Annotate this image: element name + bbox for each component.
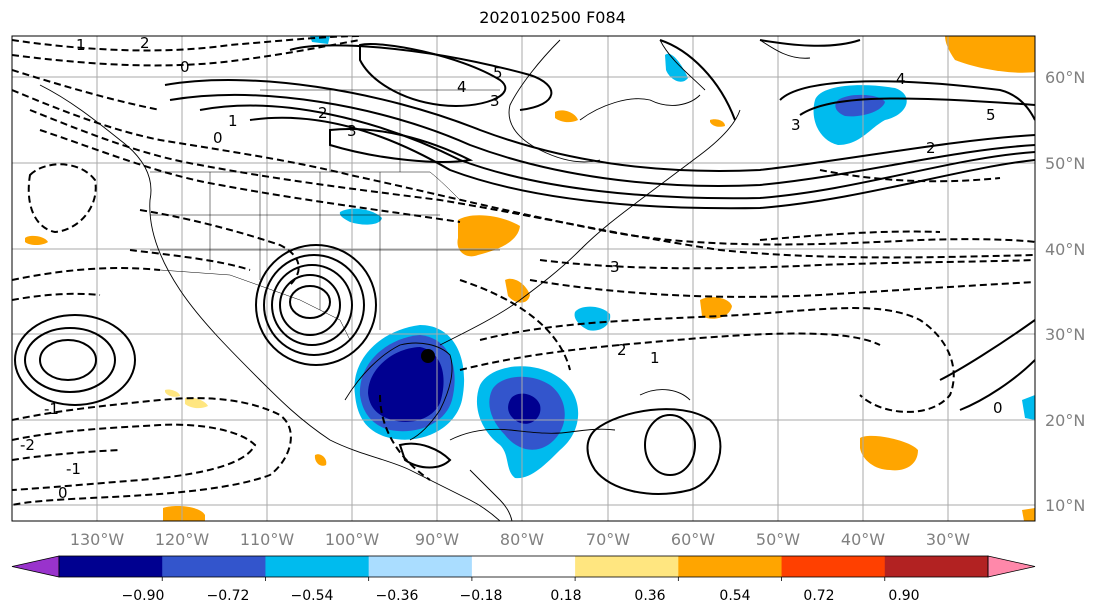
colorbar-segment [575, 556, 679, 577]
contour-label: 1 [228, 112, 238, 130]
contour-label: 0 [213, 129, 223, 147]
colorbar-extend-low [11, 555, 60, 578]
colorbar [11, 555, 1036, 581]
colorbar-tick-label: −0.72 [207, 588, 250, 604]
lon-label: 50°W [756, 530, 800, 549]
colorbar-segment [884, 556, 989, 577]
lat-label: 10°N [1045, 496, 1085, 515]
colorbar-tick-label: 0.36 [634, 588, 665, 604]
lat-label: 20°N [1045, 411, 1085, 430]
graticule [12, 36, 1035, 521]
contour-label: -1 [66, 460, 81, 478]
lat-label: 50°N [1045, 154, 1085, 173]
colorbar-tick-label: 0.90 [888, 588, 919, 604]
colorbar-labels: −0.90 −0.72 −0.54 −0.36 −0.18 0.18 0.36 … [122, 588, 920, 604]
colorbar-segment [678, 556, 783, 577]
lon-label: 40°W [841, 530, 885, 549]
contour-label: 0 [58, 484, 68, 502]
contour-labels: 0 1 2 3 4 5 3 2 1 0 -1 0 2 3 0 1 2 -1 -2… [20, 34, 1003, 502]
colorbar-segment [368, 556, 473, 577]
colorbar-tick-label: −0.54 [291, 588, 334, 604]
lat-label: 30°N [1045, 325, 1085, 344]
contour-label: 2 [617, 341, 627, 359]
colorbar-segment [781, 556, 886, 577]
colorbar-segment [265, 556, 370, 577]
contour-label: 3 [791, 116, 801, 134]
lon-label: 30°W [926, 530, 970, 549]
lon-label: 110°W [240, 530, 295, 549]
colorbar-extend-high [987, 555, 1036, 578]
lon-label: 100°W [325, 530, 380, 549]
lon-label: 130°W [70, 530, 125, 549]
latitude-labels: 60°N 50°N 40°N 30°N 20°N 10°N [1045, 68, 1085, 515]
map-title: 2020102500 F084 [479, 8, 626, 27]
contour-label: 5 [986, 106, 996, 124]
contour-label: 2 [926, 139, 936, 157]
contour-label: 4 [457, 78, 467, 96]
colorbar-tick-label: 0.54 [719, 588, 750, 604]
solid-contours [14, 39, 1035, 495]
colorbar-tick-label: −0.18 [460, 588, 503, 604]
contour-label: 1 [650, 349, 660, 367]
longitude-labels: 130°W 120°W 110°W 100°W 90°W 80°W 70°W 6… [70, 530, 970, 549]
borders [150, 89, 500, 341]
map-panel: 0 1 2 3 4 5 3 2 1 0 -1 0 2 3 0 1 2 -1 -2… [12, 34, 1035, 521]
lon-label: 60°W [671, 530, 715, 549]
contour-label: 2 [318, 104, 328, 122]
colorbar-segment [59, 556, 163, 577]
contour-label: 3 [347, 122, 357, 140]
contour-label: -2 [20, 436, 35, 454]
dashed-contours [12, 36, 1035, 506]
contour-label: 2 [140, 34, 150, 52]
contour-label: 3 [490, 92, 500, 110]
lon-label: 90°W [415, 530, 459, 549]
coastlines [39, 39, 811, 521]
colorbar-tick-label: 0.72 [803, 588, 834, 604]
colorbar-tick-label: 0.18 [550, 588, 581, 604]
colorbar-segment [162, 556, 266, 577]
lon-label: 80°W [500, 530, 544, 549]
colorbar-tick-label: −0.90 [122, 588, 165, 604]
lon-label: 70°W [586, 530, 630, 549]
contour-label: 0 [180, 58, 190, 76]
colorbar-frame [58, 555, 989, 578]
contour-label: 3 [610, 258, 620, 276]
contour-label: 4 [896, 70, 906, 88]
lat-label: 40°N [1045, 240, 1085, 259]
colorbar-segment [471, 556, 576, 577]
lat-label: 60°N [1045, 68, 1085, 87]
contour-label: 5 [493, 64, 503, 82]
contour-label: -1 [44, 400, 59, 418]
lon-label: 120°W [155, 530, 210, 549]
colorbar-tick-label: −0.36 [376, 588, 419, 604]
contour-label: 1 [76, 36, 86, 54]
contour-label: 0 [993, 399, 1003, 417]
map-frame [11, 35, 1036, 522]
